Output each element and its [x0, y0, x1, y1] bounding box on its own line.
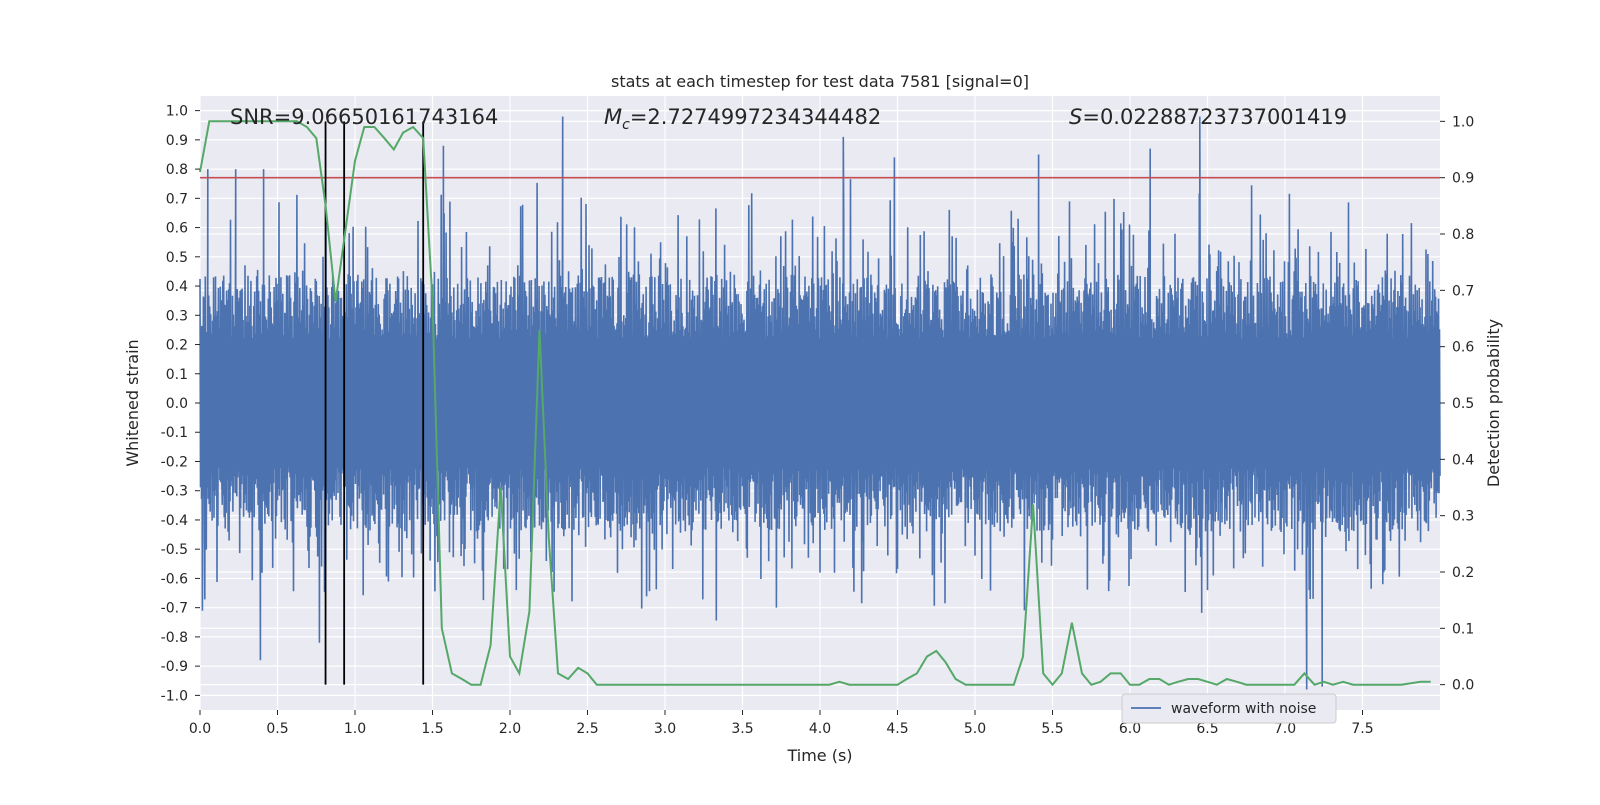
y-left-tick-label: 0.3 [166, 308, 188, 324]
y-right-tick-label: 0.5 [1452, 396, 1474, 412]
y-left-tick-label: 1.0 [166, 104, 188, 120]
overlays [200, 121, 1440, 685]
y-left-tick-label: -0.9 [161, 659, 188, 675]
x-tick-label: 1.0 [344, 721, 366, 737]
y-right-tick-label: 0.8 [1452, 227, 1474, 243]
x-tick-label: 3.5 [731, 721, 753, 737]
waveform-line [199, 116, 1441, 690]
y-axis-right-label: Detection probability [1484, 319, 1503, 487]
y-right-tick-label: 0.0 [1452, 678, 1474, 694]
y-left-tick-label: -0.1 [161, 425, 188, 441]
y-left-tick-label: -1.0 [161, 688, 188, 704]
x-tick-label: 6.5 [1196, 721, 1218, 737]
x-tick-label: 7.5 [1351, 721, 1373, 737]
y-left-tick-label: -0.8 [161, 630, 188, 646]
y-left-tick-label: 0.6 [166, 221, 188, 237]
ticks: 0.0 0.5 1.0 1.5 2.0 2.5 3.0 3.5 4.0 4.5 5.0 5.5 6.0 6… [161, 104, 1475, 737]
x-tick-label: 0.5 [266, 721, 288, 737]
legend-entry: waveform with noise [1171, 701, 1316, 717]
x-tick-label: 5.5 [1041, 721, 1063, 737]
y-left-tick-label: -0.3 [161, 484, 188, 500]
y-right-tick-label: 0.7 [1452, 283, 1474, 299]
x-tick-label: 4.5 [886, 721, 908, 737]
x-tick-label: 6.0 [1119, 721, 1141, 737]
y-axis-left-label: Whitened strain [123, 339, 142, 466]
detection-probability-series [199, 120, 1431, 687]
x-tick-label: 2.0 [499, 721, 521, 737]
snr-annotation: SNR=9.06650161743164 [230, 105, 498, 129]
y-left-tick-label: 0.4 [166, 279, 188, 295]
y-right-tick-label: 0.2 [1452, 565, 1474, 581]
y-right-tick-label: 0.3 [1452, 509, 1474, 525]
y-right-tick-label: 0.1 [1452, 621, 1474, 637]
legend-box [1121, 693, 1337, 724]
x-tick-label: 0.0 [189, 721, 211, 737]
chart-title: stats at each timestep for test data 758… [611, 72, 1029, 91]
y-right-tick-label: 0.4 [1452, 452, 1474, 468]
y-left-tick-label: 0.9 [166, 133, 188, 149]
y-left-tick-label: -0.2 [161, 454, 188, 470]
x-tick-label: 4.0 [809, 721, 831, 737]
x-tick-label: 1.5 [421, 721, 443, 737]
y-left-tick-label: 0.2 [166, 338, 188, 354]
x-tick-label: 3.0 [654, 721, 676, 737]
y-right-tick-label: 1.0 [1452, 114, 1474, 130]
chirp-mass-annotation: Mc=2.7274997234344482 [604, 105, 881, 133]
x-axis-label: Time (s) [786, 746, 852, 765]
y-left-tick-label: 0.7 [166, 191, 188, 207]
x-tick-label: 5.0 [964, 721, 986, 737]
y-left-tick-label: 0.1 [166, 367, 188, 383]
y-left-tick-label: -0.6 [161, 571, 188, 587]
x-tick-label: 2.5 [576, 721, 598, 737]
waveform-series [199, 116, 1441, 690]
y-left-tick-label: 0.8 [166, 162, 188, 178]
y-left-tick-label: 0.5 [166, 250, 188, 266]
detection-probability-line [199, 120, 1431, 687]
y-left-tick-label: -0.4 [161, 513, 188, 529]
y-right-tick-label: 0.6 [1452, 340, 1474, 356]
s-annotation: S=0.02288723737001419 [1069, 105, 1347, 129]
x-tick-label: 7.0 [1274, 721, 1296, 737]
y-left-tick-label: -0.7 [161, 601, 188, 617]
legend: waveform with noise [1121, 693, 1337, 724]
y-right-tick-label: 0.9 [1452, 171, 1474, 187]
y-left-tick-label: 0.0 [166, 396, 188, 412]
y-left-tick-label: -0.5 [161, 542, 188, 558]
